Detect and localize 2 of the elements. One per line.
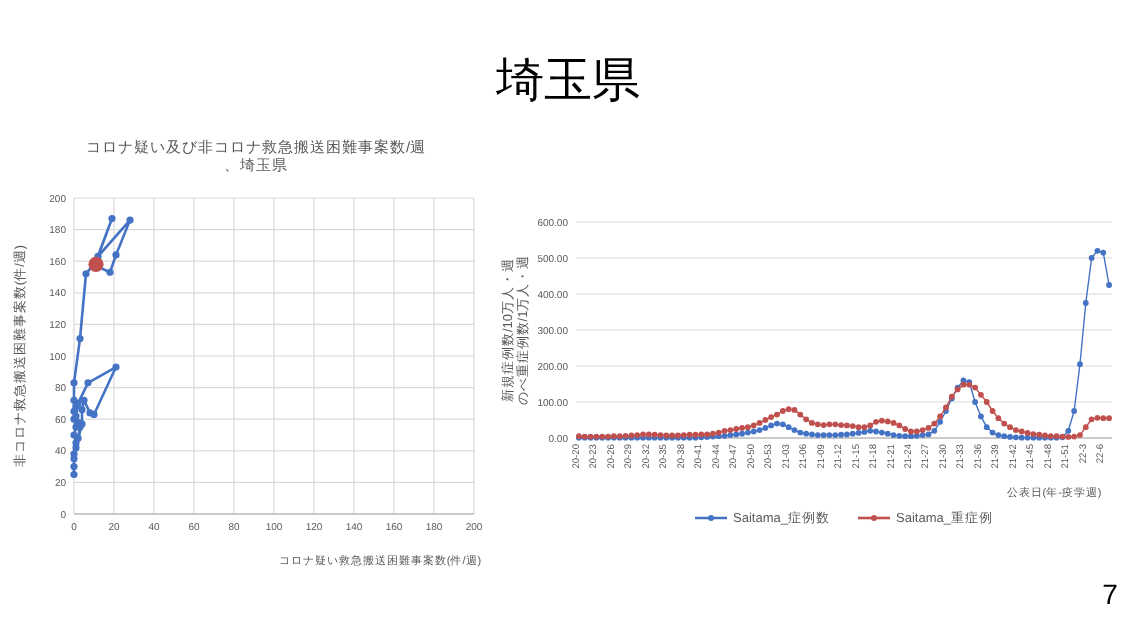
text: 7 [1102,578,1119,610]
text: 埼玉県 [494,54,640,108]
